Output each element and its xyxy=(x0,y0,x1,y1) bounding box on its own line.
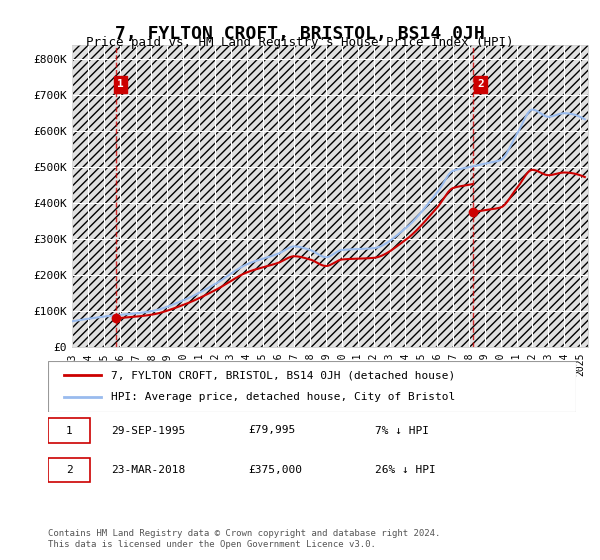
Text: Price paid vs. HM Land Registry's House Price Index (HPI): Price paid vs. HM Land Registry's House … xyxy=(86,36,514,49)
Text: 7, FYLTON CROFT, BRISTOL, BS14 0JH (detached house): 7, FYLTON CROFT, BRISTOL, BS14 0JH (deta… xyxy=(112,370,455,380)
Text: £79,995: £79,995 xyxy=(248,426,296,436)
Text: 1: 1 xyxy=(66,426,73,436)
Text: 7, FYLTON CROFT, BRISTOL, BS14 0JH: 7, FYLTON CROFT, BRISTOL, BS14 0JH xyxy=(115,25,485,43)
Text: 2: 2 xyxy=(66,465,73,475)
Text: Contains HM Land Registry data © Crown copyright and database right 2024.
This d: Contains HM Land Registry data © Crown c… xyxy=(48,529,440,549)
FancyBboxPatch shape xyxy=(48,361,576,412)
Text: 29-SEP-1995: 29-SEP-1995 xyxy=(112,426,185,436)
Text: 2: 2 xyxy=(477,80,484,90)
Text: 26% ↓ HPI: 26% ↓ HPI xyxy=(376,465,436,475)
FancyBboxPatch shape xyxy=(48,458,90,482)
Text: £375,000: £375,000 xyxy=(248,465,302,475)
Text: HPI: Average price, detached house, City of Bristol: HPI: Average price, detached house, City… xyxy=(112,393,455,403)
FancyBboxPatch shape xyxy=(48,418,90,442)
Text: 1: 1 xyxy=(117,80,124,90)
Text: 7% ↓ HPI: 7% ↓ HPI xyxy=(376,426,430,436)
Text: 23-MAR-2018: 23-MAR-2018 xyxy=(112,465,185,475)
